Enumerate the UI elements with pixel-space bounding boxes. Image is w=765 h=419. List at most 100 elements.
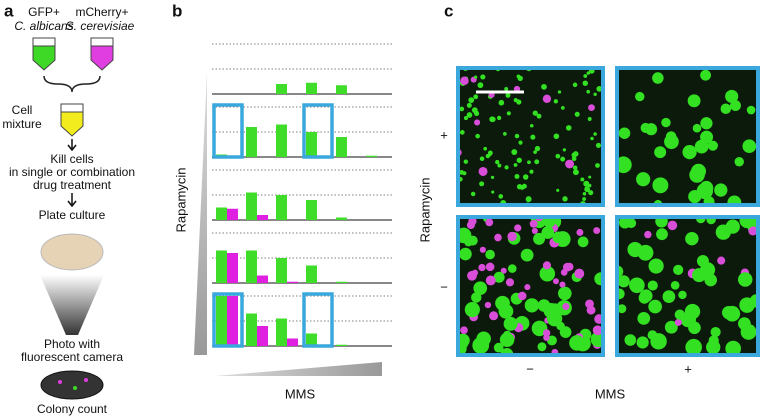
colony	[665, 131, 677, 142]
colony	[673, 264, 684, 275]
colony	[552, 231, 565, 244]
colony	[485, 249, 495, 260]
colony	[590, 331, 603, 347]
step-text: Kill cells	[50, 152, 93, 166]
colony	[725, 219, 740, 234]
bar	[366, 155, 377, 157]
bar	[336, 344, 347, 346]
colony	[565, 125, 572, 131]
tube-label: S. cerevisiae	[66, 19, 135, 33]
bar	[276, 84, 287, 94]
colony	[494, 233, 502, 242]
colony	[479, 156, 485, 162]
gradient-wedge	[194, 72, 207, 355]
colony	[655, 217, 668, 228]
camera-cone	[40, 275, 104, 335]
colony	[485, 218, 494, 227]
colony	[478, 263, 486, 272]
bar	[276, 258, 287, 283]
colony	[582, 192, 587, 196]
bar	[336, 217, 347, 220]
colony	[662, 290, 676, 303]
colony	[459, 247, 472, 261]
colony	[477, 82, 484, 89]
colony	[565, 159, 574, 169]
colony	[518, 140, 523, 145]
colony	[636, 336, 649, 349]
colony	[507, 264, 517, 273]
colony	[542, 94, 552, 103]
bar	[216, 207, 227, 220]
image-border	[456, 66, 605, 207]
colony	[473, 281, 488, 296]
colony	[707, 140, 718, 151]
colony	[557, 90, 562, 94]
colony	[586, 89, 591, 94]
colony	[572, 151, 579, 157]
colony	[479, 246, 486, 253]
colony	[543, 334, 550, 341]
colony	[459, 130, 465, 135]
colony	[489, 116, 495, 123]
colony	[650, 333, 667, 350]
colony	[485, 262, 495, 272]
bar	[246, 313, 257, 346]
colony	[647, 280, 658, 291]
bar	[257, 215, 268, 220]
colony	[661, 117, 671, 128]
colony	[648, 258, 664, 274]
colony	[493, 271, 505, 283]
colony	[725, 340, 742, 355]
colony	[700, 130, 714, 144]
colony	[572, 165, 578, 171]
colony	[524, 298, 539, 313]
colony	[654, 146, 667, 159]
colony	[513, 163, 518, 167]
colony	[460, 76, 469, 86]
gradient-wedge	[215, 362, 382, 376]
colony	[541, 226, 555, 239]
colony	[458, 333, 470, 348]
colony	[491, 190, 495, 194]
colony	[742, 139, 757, 154]
image-border	[456, 215, 605, 357]
colony	[499, 332, 515, 348]
colony	[520, 248, 534, 262]
colony	[740, 324, 757, 340]
panel-label: b	[172, 1, 182, 20]
colony	[58, 380, 62, 384]
bar	[227, 296, 238, 346]
colony	[460, 326, 468, 335]
highlight-box	[302, 292, 334, 348]
colony	[479, 181, 485, 187]
colony	[737, 272, 753, 287]
colony	[584, 186, 590, 193]
tube-cap	[90, 37, 114, 47]
bar	[246, 192, 257, 220]
colony	[574, 268, 585, 279]
bar	[276, 318, 287, 346]
arrow	[67, 139, 77, 152]
colony	[722, 305, 736, 320]
colony	[580, 177, 585, 182]
row-label: −	[440, 279, 448, 294]
colony	[710, 326, 721, 338]
colony	[596, 85, 603, 92]
colony	[717, 256, 726, 265]
tube-cap	[32, 37, 56, 47]
colony	[746, 105, 756, 115]
colony	[513, 98, 518, 103]
colony	[617, 304, 627, 314]
colony	[730, 100, 741, 112]
colony	[648, 299, 662, 314]
bar	[257, 326, 268, 346]
colony	[590, 136, 594, 141]
colony	[592, 325, 603, 336]
colony	[560, 106, 565, 110]
bar	[216, 250, 227, 283]
colony	[463, 116, 468, 121]
colony	[504, 165, 509, 170]
colony	[656, 228, 668, 241]
colony	[562, 196, 568, 202]
bar	[306, 82, 317, 94]
